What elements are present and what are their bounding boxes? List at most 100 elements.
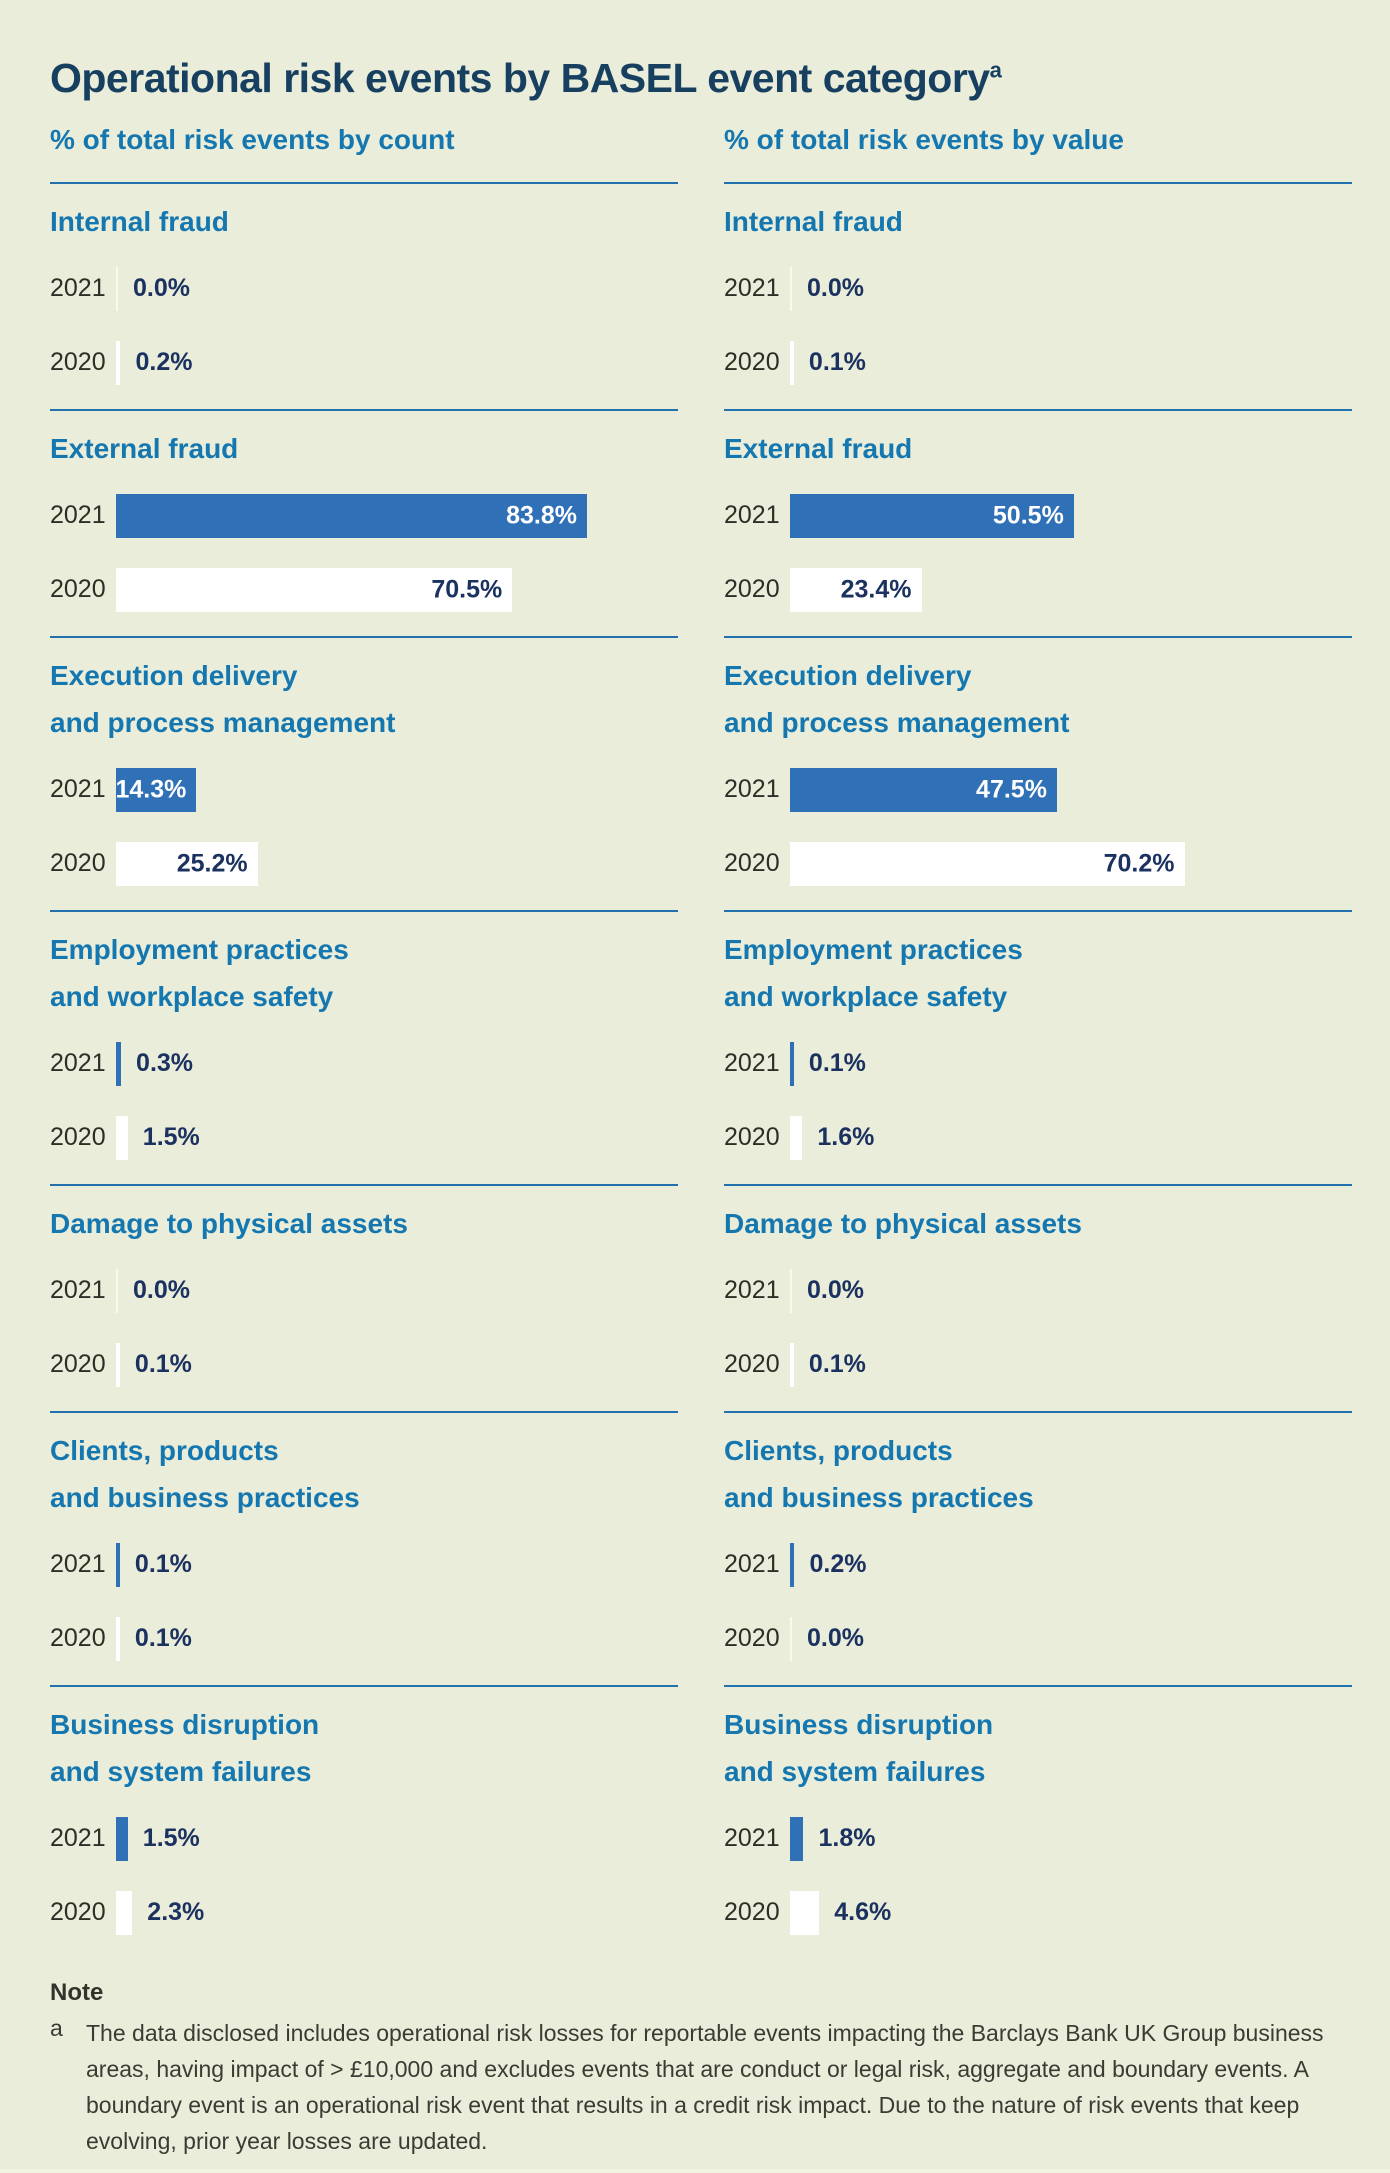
category-rows: 2021 0.0% 2020 0.1% [724, 1268, 1352, 1387]
value-label: 25.2% [176, 849, 248, 878]
bar-track: 0.1% [790, 1342, 1352, 1387]
bar-track: 0.1% [790, 340, 1352, 385]
bar-row: 2021 0.0% [724, 1268, 1352, 1313]
category-rows: 2021 0.1% 2020 0.1% [50, 1542, 678, 1661]
category-section: Clients, products and business practices … [724, 1410, 1352, 1685]
year-label: 2021 [724, 501, 780, 530]
bar-row: 2021 0.0% [724, 266, 1352, 311]
bar-track: 1.5% [116, 1115, 678, 1160]
category-rows: 2021 14.3% 2020 25.2% [50, 767, 678, 886]
value-bar [790, 1041, 794, 1086]
value-label: 2.3% [147, 1898, 205, 1927]
bar-row: 2021 0.3% [50, 1041, 678, 1086]
category-heading-line: Employment practices [724, 933, 1023, 965]
category-heading-line: Execution delivery [50, 659, 298, 691]
value-bar: 70.2% [790, 841, 1185, 886]
bar-row: 2020 1.6% [724, 1115, 1352, 1160]
value-bar [790, 1342, 794, 1387]
category-rows: 2021 0.0% 2020 0.1% [50, 1268, 678, 1387]
value-label: 1.5% [142, 1824, 200, 1853]
year-label: 2021 [50, 1049, 106, 1078]
category-heading-line: Business disruption [724, 1708, 994, 1740]
bar-track: 70.2% [790, 841, 1352, 886]
year-label: 2021 [724, 1276, 780, 1305]
note-heading: Note [50, 1978, 104, 2006]
bar-row: 2020 2.3% [50, 1890, 678, 1935]
bar-track: 50.5% [790, 493, 1352, 538]
bar-track: 1.8% [790, 1816, 1352, 1861]
value-bar [116, 1816, 128, 1861]
value-bar [790, 1816, 804, 1861]
value-label: 0.1% [134, 1624, 192, 1653]
value-label: 0.0% [807, 1276, 864, 1305]
value-label: 0.1% [808, 1049, 866, 1078]
year-label: 2020 [50, 348, 106, 377]
category-rows: 2021 0.2% 2020 0.0% [724, 1542, 1352, 1661]
category-heading: Employment practices and workplace safety [724, 926, 1352, 1020]
bar-track: 0.2% [790, 1542, 1352, 1587]
value-label: 70.2% [1103, 849, 1175, 878]
category-rows: 2021 47.5% 2020 70.2% [724, 767, 1352, 886]
value-label: 4.6% [834, 1898, 892, 1927]
category-heading-line: External fraud [50, 432, 239, 464]
value-bar: 83.8% [116, 493, 587, 538]
bar-row: 2021 0.1% [50, 1542, 678, 1587]
bar-track: 25.2% [116, 841, 678, 886]
value-label: 0.1% [808, 348, 866, 377]
value-bar [116, 1616, 120, 1661]
bar-row: 2020 0.1% [50, 1342, 678, 1387]
page-title-text: Operational risk events by BASEL event c… [50, 55, 990, 101]
category-heading-line: Internal fraud [724, 205, 903, 237]
value-bar: 47.5% [790, 767, 1057, 812]
value-bar [790, 1542, 795, 1587]
footnote-marker-superscript: a [989, 57, 1002, 83]
year-label: 2020 [50, 1123, 106, 1152]
category-rows: 2021 0.0% 2020 0.2% [50, 266, 678, 385]
value-bar: 23.4% [790, 567, 922, 612]
bar-row: 2021 0.1% [724, 1041, 1352, 1086]
value-label: 47.5% [976, 775, 1047, 804]
category-heading-line: and process management [724, 706, 1070, 738]
category-rows: 2021 1.5% 2020 2.3% [50, 1816, 678, 1935]
year-label: 2021 [724, 775, 780, 804]
value-label: 0.0% [807, 274, 864, 303]
category-rows: 2021 1.8% 2020 4.6% [724, 1816, 1352, 1935]
value-bar [116, 1890, 133, 1935]
year-label: 2021 [50, 1824, 106, 1853]
value-label: 1.6% [817, 1123, 875, 1152]
year-label: 2021 [724, 1049, 780, 1078]
value-bar [790, 266, 792, 311]
year-label: 2021 [50, 1276, 106, 1305]
value-label: 0.1% [134, 1550, 192, 1579]
category-heading-line: Clients, products [50, 1434, 279, 1466]
category-rows: 2021 0.0% 2020 0.1% [724, 266, 1352, 385]
bar-row: 2020 23.4% [724, 567, 1352, 612]
category-heading-line: and process management [50, 706, 396, 738]
category-heading-line: Execution delivery [724, 659, 972, 691]
category-section: Execution delivery and process management… [724, 635, 1352, 910]
value-label: 0.1% [808, 1350, 866, 1379]
value-label: 1.5% [142, 1123, 200, 1152]
chart-column: % of total risk events by count Internal… [50, 124, 678, 1959]
category-heading-line: and business practices [50, 1481, 360, 1513]
bar-track: 2.3% [116, 1890, 678, 1935]
category-heading-line: Damage to physical assets [724, 1207, 1082, 1239]
note-section: Note a The data disclosed includes opera… [50, 1979, 1330, 2159]
bar-row: 2020 1.5% [50, 1115, 678, 1160]
value-label: 0.2% [135, 348, 193, 377]
year-label: 2020 [724, 1350, 780, 1379]
bar-row: 2020 0.1% [724, 340, 1352, 385]
value-label: 70.5% [431, 575, 503, 604]
category-heading-line: Damage to physical assets [50, 1207, 408, 1239]
bar-row: 2020 0.1% [724, 1342, 1352, 1387]
bar-row: 2021 1.8% [724, 1816, 1352, 1861]
bar-track: 0.0% [790, 1616, 1352, 1661]
category-heading: Employment practices and workplace safety [50, 926, 678, 1020]
category-rows: 2021 0.3% 2020 1.5% [50, 1041, 678, 1160]
category-heading-line: and system failures [724, 1755, 986, 1787]
value-label: 0.0% [807, 1624, 864, 1653]
category-heading: External fraud [50, 425, 678, 472]
bar-track: 14.3% [115, 767, 678, 812]
year-label: 2021 [50, 1550, 106, 1579]
bar-track: 0.1% [116, 1542, 678, 1587]
